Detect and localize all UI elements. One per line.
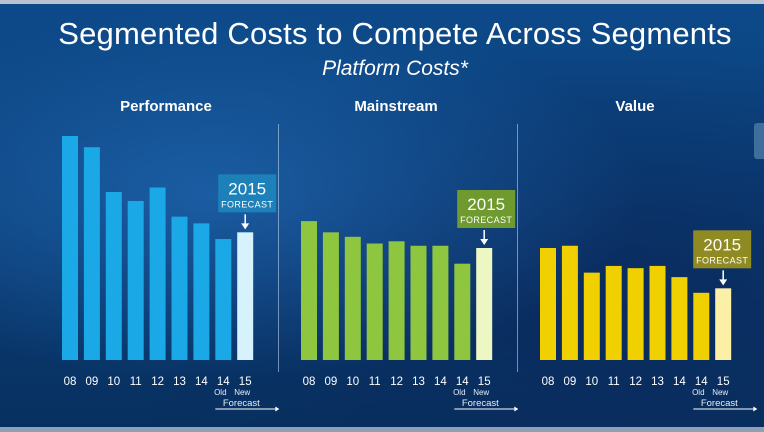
bar <box>62 136 78 360</box>
x-tick-sublabel: New <box>234 388 250 397</box>
forecast-callout-year: 2015 <box>228 179 266 198</box>
callout-arrow-head <box>241 223 250 230</box>
bar <box>127 200 144 360</box>
forecast-callout-box <box>457 190 516 228</box>
forecast-callout-label: FORECAST <box>221 199 273 209</box>
forecast-axis-note: Forecast <box>223 398 260 409</box>
x-tick-label: 10 <box>107 376 120 388</box>
side-tab <box>754 123 764 159</box>
x-tick-label: 09 <box>86 376 99 388</box>
x-tick-label: 13 <box>651 376 664 388</box>
bar <box>388 241 405 360</box>
forecast-callout-year: 2015 <box>467 195 505 214</box>
bar <box>693 292 710 360</box>
x-tick-label: 08 <box>542 376 555 388</box>
x-tick-label: 15 <box>239 376 252 388</box>
bar <box>322 232 339 360</box>
forecast-callout-year: 2015 <box>703 235 741 254</box>
x-tick-label: 15 <box>717 376 730 388</box>
slide-title: Segmented Costs to Compete Across Segmen… <box>58 16 732 51</box>
bar <box>193 223 210 360</box>
bar <box>171 216 188 360</box>
x-tick-label: 09 <box>325 376 338 388</box>
x-tick-label: 14 <box>195 376 208 388</box>
forecast-callout-box <box>693 230 752 269</box>
callout-arrow-head <box>719 279 728 286</box>
forecast-callout-label: FORECAST <box>696 255 748 265</box>
bar <box>215 239 232 360</box>
forecast-callout-box <box>218 174 277 213</box>
callout-arrow-head <box>480 239 489 245</box>
x-tick-sublabel: Old <box>214 388 226 397</box>
x-tick-label: 09 <box>564 376 577 388</box>
x-tick-label: 14 <box>673 376 686 388</box>
bar <box>105 192 122 360</box>
x-tick-label: 12 <box>629 376 642 388</box>
bar <box>432 245 449 360</box>
forecast-axis-note: Forecast <box>462 398 499 409</box>
x-tick-label: 08 <box>64 376 77 388</box>
x-tick-label: 14 <box>434 376 447 388</box>
x-tick-label: 14 <box>456 376 469 388</box>
chart-title: Value <box>615 98 654 115</box>
chart-title: Performance <box>120 98 212 115</box>
forecast-axis-note: Forecast <box>701 398 738 409</box>
bar <box>627 268 644 360</box>
bar <box>410 245 427 360</box>
x-tick-sublabel: New <box>473 388 489 397</box>
bar-forecast <box>715 288 732 360</box>
bar <box>301 221 317 360</box>
bar <box>671 277 688 360</box>
slide-subtitle: Platform Costs* <box>322 57 468 80</box>
forecast-underline-arrowhead <box>514 406 519 412</box>
bar <box>83 147 100 360</box>
bar-forecast <box>476 248 493 360</box>
x-tick-label: 13 <box>173 376 186 388</box>
x-tick-label: 11 <box>369 376 381 388</box>
x-tick-label: 10 <box>585 376 598 388</box>
x-tick-label: 14 <box>217 376 230 388</box>
x-tick-label: 12 <box>151 376 164 388</box>
x-tick-label: 08 <box>303 376 316 388</box>
forecast-underline-arrowhead <box>753 406 758 412</box>
bar-forecast <box>237 232 254 360</box>
x-tick-sublabel: New <box>712 388 728 397</box>
x-tick-label: 11 <box>130 376 142 388</box>
x-tick-label: 10 <box>346 376 359 388</box>
bar <box>583 272 600 360</box>
x-tick-label: 15 <box>478 376 491 388</box>
forecast-callout-label: FORECAST <box>460 215 512 225</box>
bar <box>605 265 622 360</box>
bar <box>540 248 556 360</box>
bar <box>366 243 383 360</box>
bar <box>561 245 578 360</box>
forecast-underline-arrowhead <box>275 406 280 412</box>
x-tick-label: 14 <box>695 376 708 388</box>
x-tick-label: 11 <box>608 376 620 388</box>
bar <box>149 187 166 360</box>
chart-title: Mainstream <box>354 98 437 115</box>
x-tick-label: 13 <box>412 376 425 388</box>
x-tick-sublabel: Old <box>692 388 704 397</box>
bar <box>649 265 666 360</box>
x-tick-label: 12 <box>390 376 403 388</box>
x-tick-sublabel: Old <box>453 388 465 397</box>
panel-divider <box>278 124 279 372</box>
panel-divider <box>517 124 518 372</box>
bar <box>454 263 471 360</box>
bar <box>344 236 361 360</box>
